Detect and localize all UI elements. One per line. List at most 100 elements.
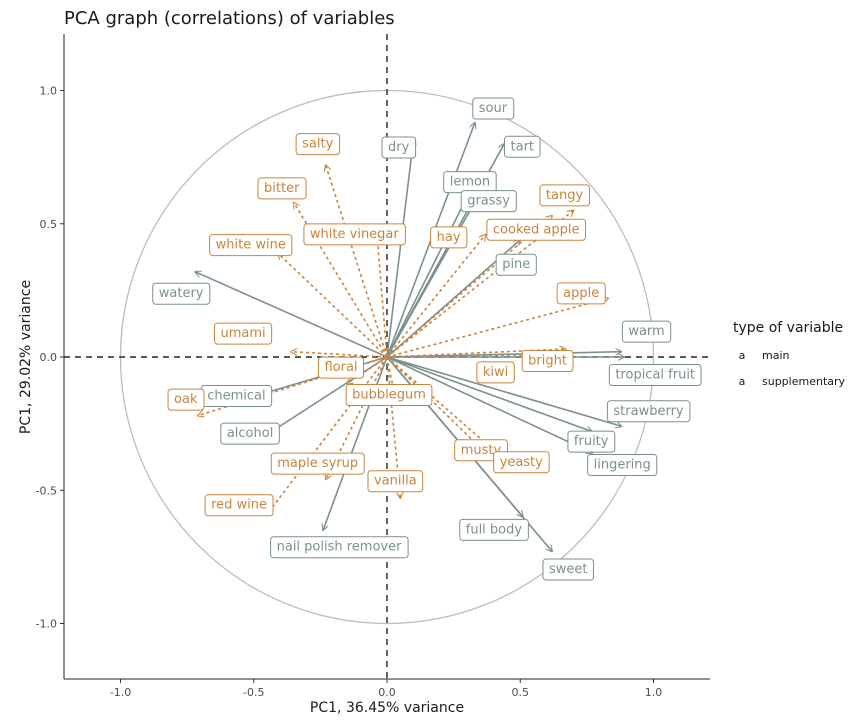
label-bubblegum: bubblegum (345, 383, 433, 406)
arrow-musty (386, 356, 483, 450)
y-tick-label: 0.0 (40, 351, 58, 364)
arrow-strawberry (386, 356, 622, 426)
label-grassy: grassy (460, 190, 517, 213)
label-text: warm (628, 324, 664, 339)
label-box (587, 453, 658, 476)
label-text: sour (479, 101, 508, 116)
label-text: cooked apple (493, 222, 580, 237)
label-strawberry: strawberry (606, 400, 691, 423)
label-box (209, 234, 293, 257)
label-text: salty (302, 137, 333, 152)
label-box (295, 133, 341, 156)
label-text: pine (502, 257, 530, 272)
label-text: dry (388, 140, 410, 155)
label-box (460, 190, 517, 213)
arrow-warm (386, 352, 622, 358)
arrow-umami (291, 352, 388, 358)
arrow-fruity (386, 356, 592, 432)
arrow-watery (195, 272, 388, 358)
variable-labels: sour dry lemon tart grassy pine watery warm trop… (152, 97, 702, 581)
arrow-grassy (386, 197, 478, 358)
x-axis-title: PC1, 36.45% variance (310, 700, 464, 716)
label-box (459, 518, 529, 541)
label-watery: watery (152, 282, 211, 305)
label-warm: warm (621, 320, 672, 343)
x-tick-label: -1.0 (110, 686, 131, 699)
label-umami: umami (213, 322, 273, 345)
arrow-lemon (386, 181, 475, 358)
label-text: umami (220, 326, 265, 341)
label-box (504, 135, 541, 158)
label-box (495, 253, 537, 276)
y-tick-label: 0.5 (40, 218, 58, 231)
label-box (539, 184, 590, 207)
label-text: maple syrup (277, 456, 358, 471)
label-text: chemical (207, 388, 265, 403)
label-text: tart (511, 139, 535, 154)
label-tart: tart (504, 135, 541, 158)
x-tick-label: -0.5 (243, 686, 264, 699)
label-fruity: fruity (567, 430, 616, 453)
label-nail-polish-remover: nail polish remover (270, 536, 409, 559)
label-yeasty: yeasty (493, 451, 550, 474)
label-oak: oak (167, 388, 205, 411)
label-salty: salty (295, 133, 341, 156)
arrow-apple (386, 298, 608, 358)
label-text: red wine (211, 498, 267, 513)
label-box (213, 322, 273, 345)
label-box (472, 97, 515, 120)
label-box (608, 364, 702, 386)
label-text: bright (528, 354, 567, 369)
label-text: nail polish remover (277, 540, 403, 555)
label-box (270, 452, 365, 475)
label-text: yeasty (500, 455, 544, 470)
x-tick-label: 1.0 (645, 686, 663, 699)
label-pine: pine (495, 253, 537, 276)
legend-label-main: main (762, 349, 790, 362)
label-text: musty (461, 443, 502, 458)
legend-title: type of variable (733, 320, 843, 336)
label-box (257, 177, 307, 200)
label-alcohol: alcohol (220, 422, 280, 445)
label-apple: apple (556, 282, 606, 305)
label-text: alcohol (227, 426, 273, 441)
label-kiwi: kiwi (476, 361, 515, 384)
label-box (542, 558, 594, 581)
label-text: full body (466, 522, 523, 537)
label-box (476, 361, 515, 384)
label-lingering: lingering (587, 453, 658, 476)
label-dry: dry (381, 136, 417, 159)
label-box (167, 388, 205, 411)
label-box (381, 136, 417, 159)
chart-title: PCA graph (correlations) of variables (64, 8, 395, 29)
label-box (220, 422, 280, 445)
label-vanilla: vanilla (367, 470, 424, 493)
label-text: watery (159, 286, 204, 301)
label-box (317, 356, 365, 379)
label-tangy: tangy (539, 184, 590, 207)
label-box (486, 218, 587, 241)
label-white-wine: white wine (209, 234, 293, 257)
legend-glyph-main: a (739, 349, 746, 362)
label-box (367, 470, 424, 493)
label-white-vinegar: white vinegar (303, 223, 406, 246)
label-text: lemon (450, 175, 490, 190)
label-red-wine: red wine (204, 494, 274, 517)
label-sour: sour (472, 97, 515, 120)
label-box (493, 451, 550, 474)
y-tick-label: -1.0 (36, 618, 57, 631)
y-tick-label: -0.5 (36, 484, 57, 497)
label-text: bitter (264, 181, 300, 196)
arrows (195, 122, 624, 551)
label-box (567, 430, 616, 453)
legend-label-supplementary: supplementary (762, 375, 846, 388)
arrow-kiwi (386, 354, 558, 357)
y-tick-label: 1.0 (40, 85, 58, 98)
label-cooked-apple: cooked apple (486, 218, 587, 241)
label-text: vanilla (374, 474, 417, 489)
label-bitter: bitter (257, 177, 307, 200)
y-axis-title: PC1, 29.02% variance (18, 280, 34, 434)
label-text: tropical fruit (615, 368, 695, 383)
label-box (556, 282, 606, 305)
